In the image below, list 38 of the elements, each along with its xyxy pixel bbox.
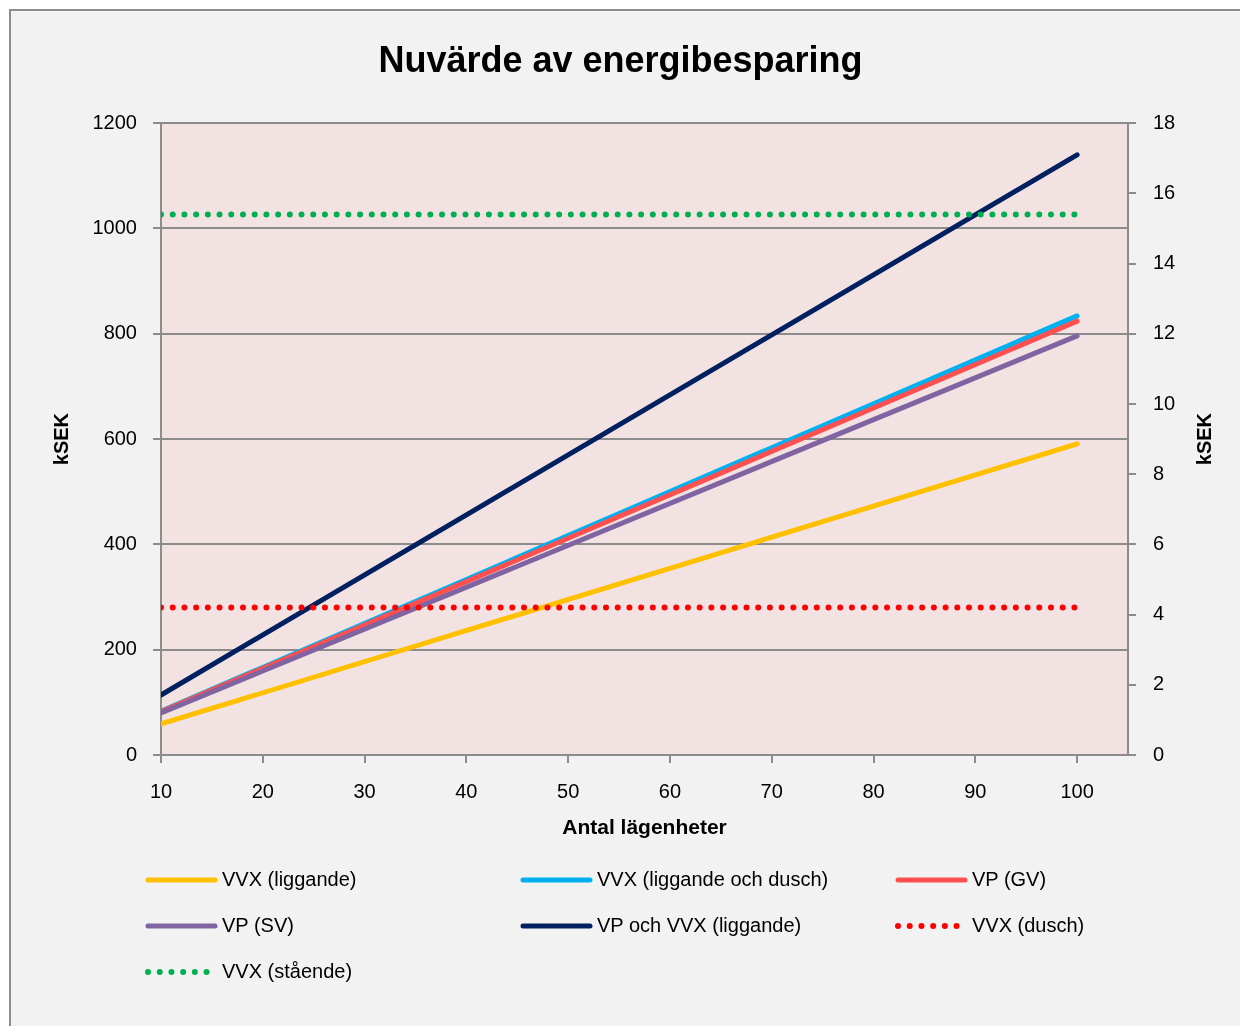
x-tick-label: 20: [251, 779, 274, 802]
x-tick-label: 60: [658, 779, 682, 802]
x-tick-label: 90: [964, 779, 987, 802]
x-axis-title: Antal lägenheter: [562, 815, 727, 839]
x-tick-label: 80: [862, 779, 885, 802]
y-tick-label: 1200: [92, 110, 137, 133]
legend-label: VVX (dusch): [972, 913, 1085, 936]
y2-tick-label: 10: [1153, 391, 1176, 414]
y2-axis-title: kSEK: [1192, 412, 1215, 466]
legend-label: VP (SV): [222, 913, 294, 936]
x-tick-label: 50: [557, 779, 580, 802]
legend-label: VP och VVX (liggande): [597, 913, 802, 936]
y2-tick-label: 4: [1153, 602, 1165, 625]
x-tick-label: 10: [149, 779, 173, 802]
y2-tick-label: 18: [1153, 110, 1176, 133]
x-tick-label: 40: [455, 779, 478, 802]
y2-tick-label: 8: [1153, 461, 1165, 484]
y2-tick-label: 2: [1153, 672, 1165, 695]
x-tick-label: 70: [760, 779, 783, 802]
legend-label: VVX (stående): [222, 959, 353, 982]
y2-tick-label: 0: [1153, 742, 1165, 765]
legend-label: VP (GV): [972, 867, 1047, 890]
legend-label: VVX (liggande): [222, 867, 357, 890]
y2-tick-label: 12: [1153, 321, 1176, 344]
y-tick-label: 800: [103, 321, 137, 344]
legend-label: VVX (liggande och dusch): [597, 867, 829, 890]
y-tick-label: 200: [103, 637, 137, 660]
y2-tick-label: 16: [1153, 180, 1176, 203]
y-tick-label: 600: [103, 426, 137, 449]
y-axis-title: kSEK: [49, 412, 72, 466]
chart-title: Nuvärde av energibesparing: [378, 38, 863, 80]
y-tick-label: 400: [103, 531, 137, 554]
x-tick-label: 30: [353, 779, 376, 802]
y-tick-label: 1000: [92, 216, 137, 239]
y2-tick-label: 14: [1153, 251, 1176, 274]
y-tick-label: 0: [125, 742, 137, 765]
x-tick-label: 100: [1060, 779, 1094, 802]
y2-tick-label: 6: [1153, 531, 1165, 554]
